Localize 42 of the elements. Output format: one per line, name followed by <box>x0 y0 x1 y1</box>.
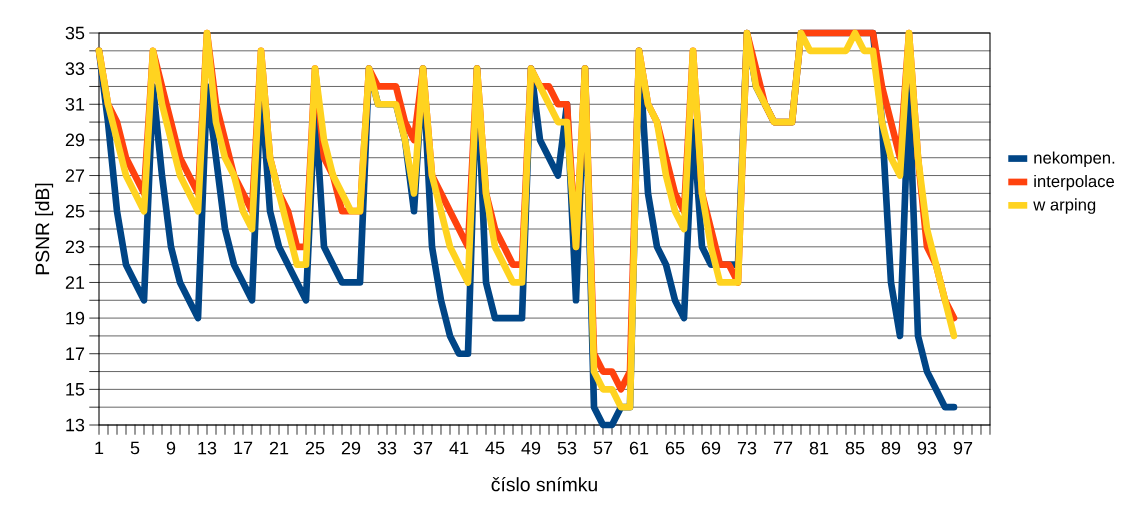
x-tick-label: 61 <box>629 441 649 455</box>
x-tick-label: 81 <box>809 441 829 455</box>
y-tick-label: 17 <box>66 347 85 360</box>
y-tick-label: 25 <box>65 204 85 218</box>
y-tick-label: 19 <box>66 311 85 325</box>
x-tick-label: 45 <box>485 441 505 455</box>
x-tick-label: 49 <box>521 441 541 455</box>
x-tick-label: 25 <box>305 441 325 455</box>
x-tick-label: 33 <box>377 441 397 455</box>
x-tick-label: 21 <box>269 441 289 455</box>
x-tick-label: 37 <box>413 441 433 455</box>
x-tick-label: 89 <box>881 441 901 455</box>
x-tick-label: 97 <box>953 441 973 455</box>
y-tick-label: 13 <box>66 418 85 432</box>
y-axis-title: PSNR [dB] <box>35 183 54 275</box>
x-tick-label: 9 <box>166 441 176 455</box>
y-tick-label: 29 <box>65 133 85 147</box>
y-tick-label: 21 <box>65 276 85 289</box>
x-tick-label: 93 <box>917 441 937 455</box>
x-tick-label: 13 <box>198 441 217 455</box>
x-axis-title: číslo snímku <box>491 476 597 492</box>
x-tick-label: 65 <box>665 441 685 455</box>
x-tick-label: 69 <box>701 441 721 455</box>
x-tick-label: 53 <box>557 441 577 455</box>
x-tick-label: 17 <box>234 441 253 455</box>
x-tick-label: 77 <box>773 441 793 455</box>
legend-label: w arping <box>1033 198 1096 214</box>
y-tick-label: 35 <box>65 26 85 40</box>
y-tick-label: 15 <box>66 383 85 396</box>
y-tick-label: 31 <box>65 97 85 111</box>
x-tick-label: 5 <box>130 441 140 455</box>
x-tick-label: 57 <box>593 441 613 455</box>
legend-label: nekompen. <box>1034 151 1115 168</box>
x-tick-label: 1 <box>95 441 104 455</box>
y-tick-label: 23 <box>65 240 85 254</box>
x-tick-label: 85 <box>845 441 865 455</box>
x-tick-label: 29 <box>341 441 361 455</box>
x-tick-label: 41 <box>449 441 469 455</box>
y-tick-label: 27 <box>65 169 85 182</box>
y-tick-label: 33 <box>65 62 85 75</box>
x-tick-label: 73 <box>737 441 757 455</box>
legend-label: interpolace <box>1034 174 1115 191</box>
